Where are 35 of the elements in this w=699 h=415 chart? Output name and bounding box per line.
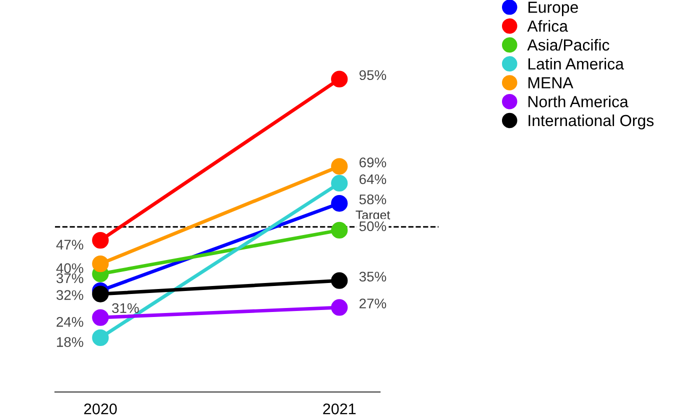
data-label: 31% — [112, 303, 139, 314]
legend-label: Asia/Pacific — [527, 38, 610, 51]
data-label: 58% — [359, 194, 386, 204]
legend-label: International Orgs — [528, 114, 654, 130]
data-label: 24% — [56, 316, 84, 327]
legend-label: MENA — [528, 77, 574, 88]
x-tick-label: 2021 — [323, 404, 356, 414]
point — [331, 222, 348, 239]
point — [331, 195, 348, 212]
data-label: 32% — [56, 290, 84, 300]
legend-label: North America — [528, 96, 628, 108]
data-label: 64% — [360, 174, 386, 184]
data-label: 95% — [359, 70, 386, 80]
point — [92, 329, 109, 346]
data-label: 40% — [56, 263, 84, 274]
legend-label: Latin America — [528, 58, 624, 70]
data-label: 27% — [360, 298, 386, 308]
point — [92, 309, 109, 326]
point — [331, 299, 348, 316]
point — [331, 158, 348, 175]
point — [331, 272, 348, 289]
point — [92, 232, 109, 249]
point — [331, 70, 348, 88]
point — [92, 286, 109, 302]
point — [92, 255, 109, 272]
data-label: 50% — [359, 221, 386, 232]
data-label: 47% — [56, 240, 84, 250]
data-label: 18% — [57, 337, 84, 347]
point — [331, 174, 348, 192]
data-label: 69% — [360, 158, 386, 168]
x-tick-label: 2020 — [84, 404, 117, 414]
data-label: 35% — [359, 272, 386, 282]
data-label: 37% — [56, 273, 84, 284]
legend-label: Europe — [528, 2, 578, 16]
legend-label: Africa — [527, 20, 568, 32]
